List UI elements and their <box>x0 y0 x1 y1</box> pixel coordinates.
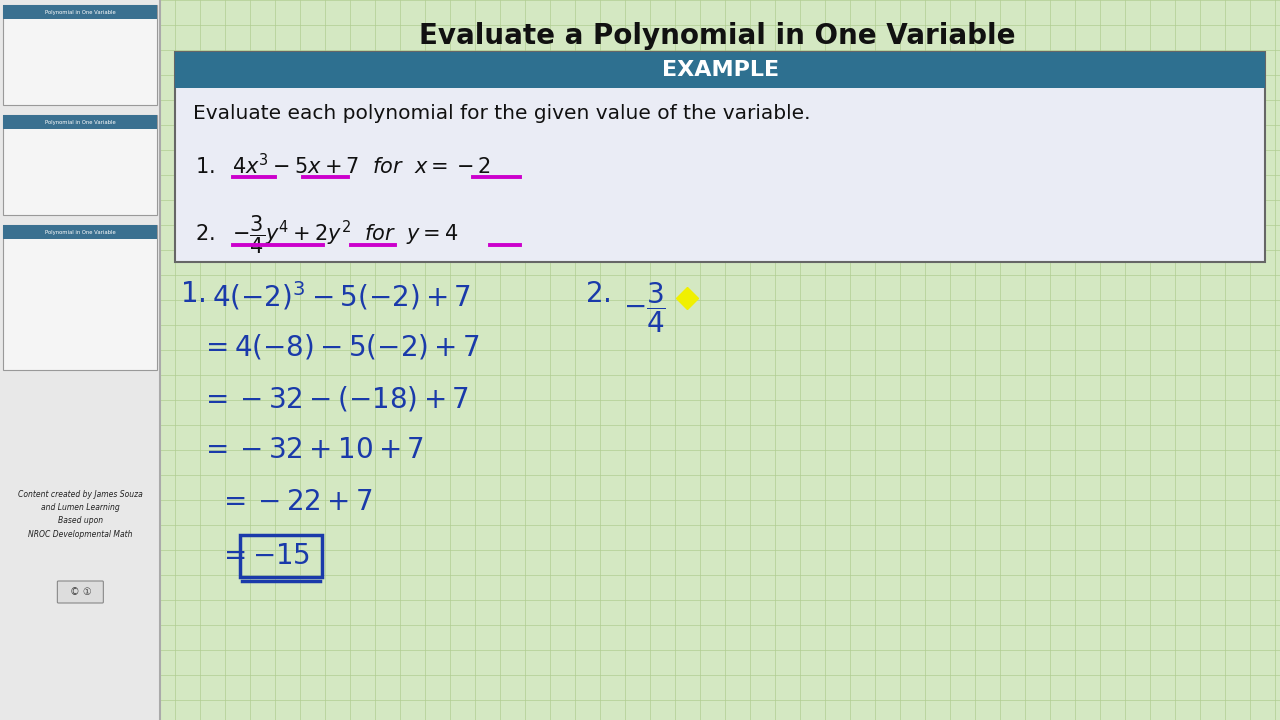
FancyBboxPatch shape <box>0 0 160 720</box>
Text: $\mathit{2.}$: $\mathit{2.}$ <box>585 280 611 308</box>
FancyBboxPatch shape <box>4 115 157 129</box>
Text: © ①: © ① <box>69 587 91 597</box>
Text: $=$: $=$ <box>219 540 246 568</box>
FancyBboxPatch shape <box>4 225 157 370</box>
FancyBboxPatch shape <box>58 581 104 603</box>
Text: Evaluate each polynomial for the given value of the variable.: Evaluate each polynomial for the given v… <box>193 104 810 123</box>
FancyBboxPatch shape <box>4 225 157 239</box>
FancyBboxPatch shape <box>4 5 157 19</box>
FancyBboxPatch shape <box>4 5 157 105</box>
Text: $= -22 + 7$: $= -22 + 7$ <box>219 488 372 516</box>
Text: Content created by James Souza
and Lumen Learning
Based upon
NROC Developmental : Content created by James Souza and Lumen… <box>18 490 143 539</box>
Text: Polynomial in One Variable: Polynomial in One Variable <box>45 120 115 125</box>
Text: $-15$: $-15$ <box>252 542 310 570</box>
Text: $= -32 - (-18) + 7$: $= -32 - (-18) + 7$ <box>200 384 470 413</box>
Text: Polynomial in One Variable: Polynomial in One Variable <box>45 9 115 14</box>
FancyBboxPatch shape <box>175 52 1265 88</box>
Text: $\mathit{2.}$  $-\dfrac{3}{4}y^4 + 2y^2$  $\mathit{for}$  $y = 4$: $\mathit{2.}$ $-\dfrac{3}{4}y^4 + 2y^2$ … <box>196 213 458 256</box>
Text: $4(-2)^3 - 5(-2) + 7$: $4(-2)^3 - 5(-2) + 7$ <box>212 280 471 313</box>
FancyBboxPatch shape <box>4 115 157 215</box>
Text: Polynomial in One Variable: Polynomial in One Variable <box>45 230 115 235</box>
Text: EXAMPLE: EXAMPLE <box>662 60 778 80</box>
Text: Evaluate a Polynomial in One Variable: Evaluate a Polynomial in One Variable <box>420 22 1016 50</box>
Text: $-\dfrac{3}{4}$: $-\dfrac{3}{4}$ <box>623 280 666 335</box>
Text: $= -32 + 10 + 7$: $= -32 + 10 + 7$ <box>200 436 425 464</box>
FancyBboxPatch shape <box>175 52 1265 262</box>
Text: $\mathit{1.}$: $\mathit{1.}$ <box>180 280 206 308</box>
Text: $= 4(-8) - 5(-2) + 7$: $= 4(-8) - 5(-2) + 7$ <box>200 332 480 361</box>
Text: $\mathit{1.}$  $4x^3 - 5x + 7$  $\mathit{for}$  $x = -2$: $\mathit{1.}$ $4x^3 - 5x + 7$ $\mathit{f… <box>196 153 492 179</box>
